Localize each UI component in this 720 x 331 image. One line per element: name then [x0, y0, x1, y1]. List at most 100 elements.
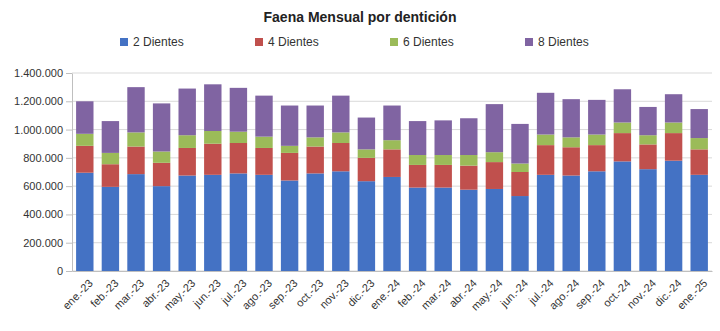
y-tick-label: 1.200.000: [14, 95, 63, 107]
bar-segment: [562, 176, 579, 271]
bar-segment: [614, 123, 631, 134]
bar-segment: [460, 190, 477, 271]
bar-segment: [127, 87, 144, 132]
legend: 2 Dientes 4 Dientes 6 Dientes 8 Dientes: [120, 35, 589, 49]
bar-segment: [332, 96, 349, 133]
bar-segment: [665, 94, 682, 122]
bar-segment: [153, 151, 170, 162]
x-tick: ene.-23: [60, 271, 95, 312]
x-tick-label: ene.-25: [675, 277, 710, 312]
bar-segment: [358, 181, 375, 271]
bar-segment: [537, 145, 554, 175]
x-tick: sep.-23: [265, 271, 299, 311]
bar-segment: [178, 148, 195, 176]
x-tick-label: ene.-23: [60, 277, 95, 312]
bar-segment: [665, 161, 682, 271]
bar-segment: [153, 163, 170, 186]
x-tick-label: may.-23: [161, 277, 197, 313]
bar-segment: [665, 133, 682, 161]
bar-segment: [102, 121, 119, 153]
bar-segment: [537, 135, 554, 146]
bar-segment: [281, 146, 298, 153]
plot: 0200.000400.000600.000800.0001.000.0001.…: [14, 67, 712, 313]
series: [76, 133, 708, 196]
bar-segment: [204, 144, 221, 175]
y-tick-mark: [66, 101, 72, 102]
legend-label: 6 Dientes: [403, 35, 454, 49]
bar-segment: [127, 147, 144, 175]
bar-segment: [178, 135, 195, 148]
legend-swatch: [255, 38, 263, 46]
bars: [76, 84, 708, 271]
bar-segment: [306, 137, 323, 146]
y-tick-mark: [66, 186, 72, 187]
bar-segment: [486, 162, 503, 189]
bar-segment: [281, 180, 298, 271]
x-axis: ene.-23feb.-23mar.-23abr.-23may.-23jun.-…: [60, 271, 712, 313]
bar-segment: [178, 89, 195, 136]
x-tick-label: mar.-24: [419, 277, 454, 312]
y-tick-label: 200.000: [23, 237, 63, 249]
bar-segment: [76, 101, 93, 134]
legend-label: 8 Dientes: [538, 35, 589, 49]
x-tick: jun.-24: [497, 271, 530, 310]
bar-segment: [434, 188, 451, 271]
x-tick: may.-24: [469, 271, 505, 313]
y-tick-label: 1.400.000: [14, 67, 63, 79]
bar-segment: [306, 173, 323, 271]
x-tick: sep.-24: [573, 271, 607, 311]
y-tick-label: 600.000: [23, 180, 63, 192]
y-tick-label: 800.000: [23, 152, 63, 164]
bar-segment: [690, 149, 707, 174]
y-tick-mark: [66, 130, 72, 131]
legend-swatch: [120, 38, 128, 46]
bar-segment: [639, 144, 656, 169]
legend-item: 6 Dientes: [390, 35, 454, 49]
bar-segment: [562, 147, 579, 175]
legend-swatch: [390, 38, 398, 46]
bar-segment: [690, 175, 707, 271]
bar-segment: [690, 138, 707, 149]
bar-segment: [460, 166, 477, 190]
bar-segment: [639, 169, 656, 271]
bar-segment: [332, 132, 349, 143]
legend-label: 2 Dientes: [133, 35, 184, 49]
x-tick-label: sep.-23: [265, 277, 299, 311]
bar-segment: [639, 107, 656, 135]
x-tick: mar.-23: [111, 271, 146, 312]
bar-segment: [434, 165, 451, 188]
bar-segment: [434, 155, 451, 165]
bar-segment: [409, 155, 426, 165]
x-tick-label: may.-24: [469, 277, 505, 313]
y-tick: 800.000: [23, 152, 72, 164]
bar-segment: [153, 186, 170, 271]
bar-segment: [383, 140, 400, 149]
bar-segment: [230, 143, 247, 173]
x-tick-label: sep.-24: [573, 277, 607, 311]
bar-segment: [332, 143, 349, 171]
grid: [72, 73, 712, 271]
bar-segment: [383, 106, 400, 141]
bar-segment: [690, 109, 707, 138]
bar-segment: [511, 164, 528, 172]
bar-segment: [434, 120, 451, 155]
bar-segment: [153, 103, 170, 151]
bar-segment: [537, 93, 554, 135]
bar-segment: [178, 176, 195, 271]
x-tick: jun.-23: [190, 271, 223, 310]
y-tick-label: 0: [57, 265, 63, 277]
title: Faena Mensual por dentición: [264, 9, 457, 25]
bar-segment: [511, 172, 528, 196]
bar-segment: [588, 100, 605, 135]
legend-item: 4 Dientes: [255, 35, 319, 49]
bar-segment: [102, 187, 119, 271]
bar-segment: [127, 174, 144, 271]
x-tick-label: jun.-24: [497, 277, 530, 310]
x-tick-label: ene.-24: [367, 277, 402, 312]
x-axis-line: [73, 271, 713, 272]
bar-segment: [102, 164, 119, 187]
bar-segment: [102, 153, 119, 164]
y-tick-label: 400.000: [23, 208, 63, 220]
bar-segment: [306, 106, 323, 138]
bar-segment: [511, 196, 528, 271]
